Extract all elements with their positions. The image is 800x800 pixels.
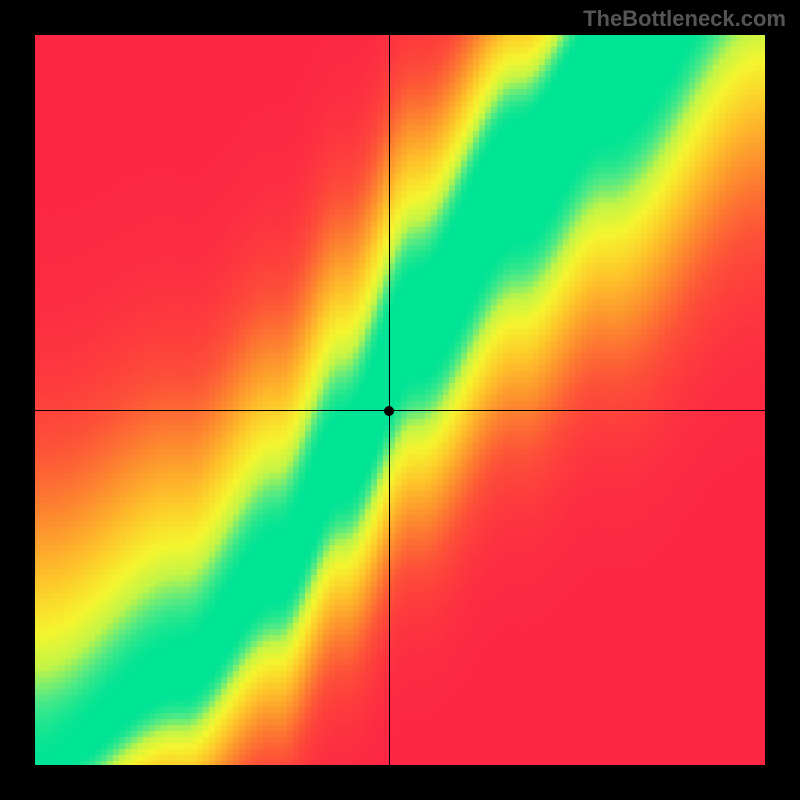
- crosshair-vertical: [389, 35, 390, 765]
- frame-bottom: [0, 765, 800, 800]
- frame-right: [765, 0, 800, 800]
- frame-left: [0, 0, 35, 800]
- heatmap-canvas: [35, 35, 765, 765]
- heatmap-plot: [35, 35, 765, 765]
- watermark: TheBottleneck.com: [583, 6, 786, 32]
- crosshair-marker: [384, 406, 394, 416]
- crosshair-horizontal: [35, 410, 765, 411]
